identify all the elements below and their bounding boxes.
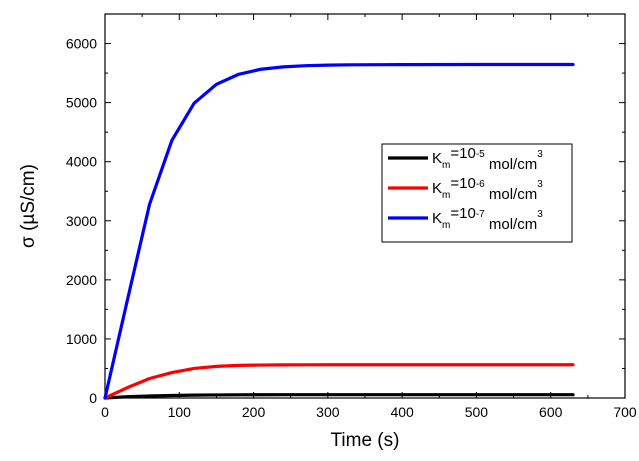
legend-label-base: K: [432, 180, 442, 197]
y-tick-label: 4000: [66, 154, 97, 170]
x-tick-label: 200: [242, 404, 266, 420]
y-tick-label: 1000: [66, 331, 97, 347]
legend-box: [381, 143, 573, 243]
x-tick-label: 600: [539, 404, 563, 420]
x-tick-label: 500: [465, 404, 489, 420]
legend-label-sub: m: [442, 220, 450, 231]
series-line-0: [103, 393, 575, 400]
y-tick-label: 5000: [66, 95, 97, 111]
legend-label-unit_sup: 3: [537, 149, 543, 160]
legend-label-sub: m: [442, 190, 450, 201]
legend-label-mid: =10: [450, 205, 475, 222]
legend-label-sup: -6: [476, 179, 485, 190]
legend-label-unit: mol/cm: [485, 216, 538, 233]
y-tick-label: 0: [89, 390, 97, 406]
series-line-1: [103, 363, 575, 400]
legend-label-unit: mol/cm: [485, 186, 538, 203]
ticks: 0 100 200 300 400 500 600 700 0 1000 2000 3000 4000 5…: [66, 13, 637, 420]
y-axis-title: σ (µS/cm): [18, 164, 39, 248]
legend-label-base: K: [432, 210, 442, 227]
legend-label-0: Km=10-5 mol/cm3: [432, 145, 543, 173]
legend-label-2: Km=10-7 mol/cm3: [432, 205, 543, 233]
y-tick-label: 2000: [66, 272, 97, 288]
legend-label-mid: =10: [450, 175, 475, 192]
legend-label-1: Km=10-6 mol/cm3: [432, 175, 543, 203]
legend-label-base: K: [432, 150, 442, 167]
legend-label-mid: =10: [450, 145, 475, 162]
legend-label-unit: mol/cm: [485, 156, 538, 173]
y-tick-label: 6000: [66, 36, 97, 52]
x-tick-label: 400: [390, 404, 414, 420]
legend-label-unit_sup: 3: [537, 209, 543, 220]
series-lines: [103, 62, 575, 400]
x-tick-label: 700: [613, 404, 637, 420]
x-tick-label: 0: [101, 404, 109, 420]
series-line-2: [103, 62, 575, 400]
y-tick-label: 3000: [66, 213, 97, 229]
legend-label-sup: -5: [476, 149, 485, 160]
legend-label-sub: m: [442, 160, 450, 171]
x-tick-label: 300: [316, 404, 340, 420]
x-axis-title: Time (s): [331, 430, 400, 451]
legend-label-sup: -7: [476, 209, 485, 220]
legend-label-unit_sup: 3: [537, 179, 543, 190]
x-tick-label: 100: [168, 404, 192, 420]
